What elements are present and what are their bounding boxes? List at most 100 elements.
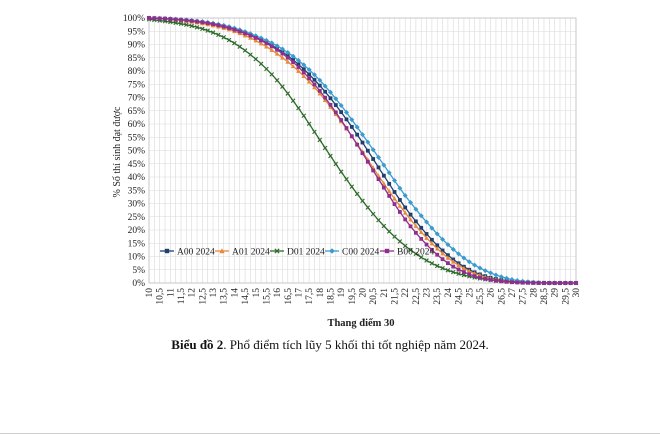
x-tick-label: 12 bbox=[188, 288, 198, 298]
x-tick-label: 24,5 bbox=[455, 288, 465, 305]
data-point bbox=[498, 274, 504, 280]
x-tick-label: 28 bbox=[529, 288, 539, 298]
x-tick-label: 22 bbox=[401, 288, 411, 298]
data-point bbox=[435, 243, 440, 248]
data-point bbox=[392, 202, 397, 206]
data-point bbox=[189, 19, 194, 23]
data-point bbox=[558, 281, 562, 285]
data-point bbox=[344, 176, 349, 182]
data-point bbox=[290, 98, 296, 103]
data-point bbox=[216, 32, 221, 38]
x-tick-label: 13 bbox=[209, 288, 219, 298]
data-point bbox=[446, 253, 450, 258]
y-tick-label: 10% bbox=[128, 253, 146, 263]
data-point bbox=[450, 259, 456, 264]
data-point bbox=[376, 217, 381, 223]
data-point bbox=[397, 203, 403, 208]
data-point bbox=[418, 255, 424, 260]
data-point bbox=[179, 17, 183, 22]
data-point bbox=[418, 229, 424, 235]
data-point bbox=[456, 267, 461, 272]
data-point bbox=[376, 165, 381, 170]
data-point bbox=[483, 276, 488, 281]
x-tick-label: 25,5 bbox=[476, 288, 486, 305]
x-tick-label: 16 bbox=[273, 288, 283, 298]
data-point bbox=[424, 235, 429, 240]
data-point bbox=[355, 142, 360, 147]
data-point bbox=[269, 40, 275, 46]
data-point bbox=[381, 173, 386, 178]
legend-item: A01 2024 bbox=[215, 248, 270, 258]
data-point bbox=[413, 230, 418, 235]
data-point bbox=[450, 246, 456, 252]
data-point bbox=[386, 188, 392, 194]
bottom-divider bbox=[0, 433, 660, 434]
data-point bbox=[365, 148, 370, 153]
data-point bbox=[205, 28, 211, 33]
data-point bbox=[451, 264, 456, 269]
data-point bbox=[408, 224, 413, 229]
data-point bbox=[258, 40, 264, 46]
data-point bbox=[333, 103, 338, 107]
data-point bbox=[446, 261, 450, 266]
data-point bbox=[301, 70, 306, 75]
data-point bbox=[526, 280, 530, 285]
y-tick-label: 65% bbox=[128, 107, 146, 117]
data-point bbox=[467, 272, 472, 277]
data-point bbox=[504, 279, 509, 284]
y-tick-label: 30% bbox=[128, 200, 146, 210]
data-point bbox=[445, 255, 451, 260]
legend-label: A01 2024 bbox=[232, 248, 270, 258]
x-tick-label: 21,5 bbox=[391, 288, 401, 305]
data-point bbox=[419, 225, 424, 230]
data-point bbox=[301, 62, 307, 68]
data-point bbox=[413, 223, 419, 228]
data-point bbox=[520, 280, 525, 285]
legend-label: D01 2024 bbox=[287, 248, 325, 258]
data-point bbox=[402, 243, 408, 249]
data-point bbox=[184, 18, 189, 23]
x-tick-label: 28,5 bbox=[540, 288, 550, 305]
data-point bbox=[461, 265, 467, 271]
data-point bbox=[343, 109, 349, 115]
y-tick-label: 5% bbox=[132, 266, 145, 276]
data-point bbox=[488, 270, 494, 276]
data-point bbox=[242, 48, 248, 53]
data-point bbox=[317, 83, 322, 88]
data-point bbox=[322, 83, 328, 89]
data-point bbox=[328, 153, 333, 159]
plot-area-border bbox=[148, 17, 577, 284]
data-point bbox=[210, 30, 216, 35]
data-point bbox=[178, 21, 184, 27]
data-point bbox=[408, 216, 413, 222]
data-point bbox=[371, 157, 376, 161]
data-point bbox=[296, 62, 301, 67]
data-point bbox=[418, 213, 424, 219]
data-point bbox=[237, 44, 243, 49]
data-point bbox=[221, 35, 227, 40]
data-point bbox=[434, 246, 440, 251]
data-point bbox=[339, 118, 344, 122]
data-point bbox=[301, 73, 307, 79]
data-point bbox=[253, 35, 258, 40]
data-point bbox=[344, 117, 349, 122]
data-point bbox=[349, 117, 355, 123]
data-point bbox=[306, 67, 312, 73]
x-tick-label: 18 bbox=[316, 288, 326, 298]
data-point bbox=[429, 240, 435, 246]
data-point bbox=[248, 33, 253, 38]
data-point bbox=[547, 281, 552, 285]
x-tick-label: 30 bbox=[572, 288, 582, 298]
data-point bbox=[306, 121, 312, 127]
data-point bbox=[349, 184, 355, 189]
data-point bbox=[488, 277, 493, 282]
x-tick-label: 19,5 bbox=[348, 288, 358, 305]
data-point bbox=[419, 237, 424, 241]
x-tick-label: 13,5 bbox=[220, 288, 230, 305]
data-point bbox=[370, 147, 376, 153]
data-point bbox=[381, 181, 387, 186]
data-point bbox=[424, 242, 429, 247]
data-point bbox=[333, 96, 339, 102]
data-point bbox=[365, 139, 371, 145]
